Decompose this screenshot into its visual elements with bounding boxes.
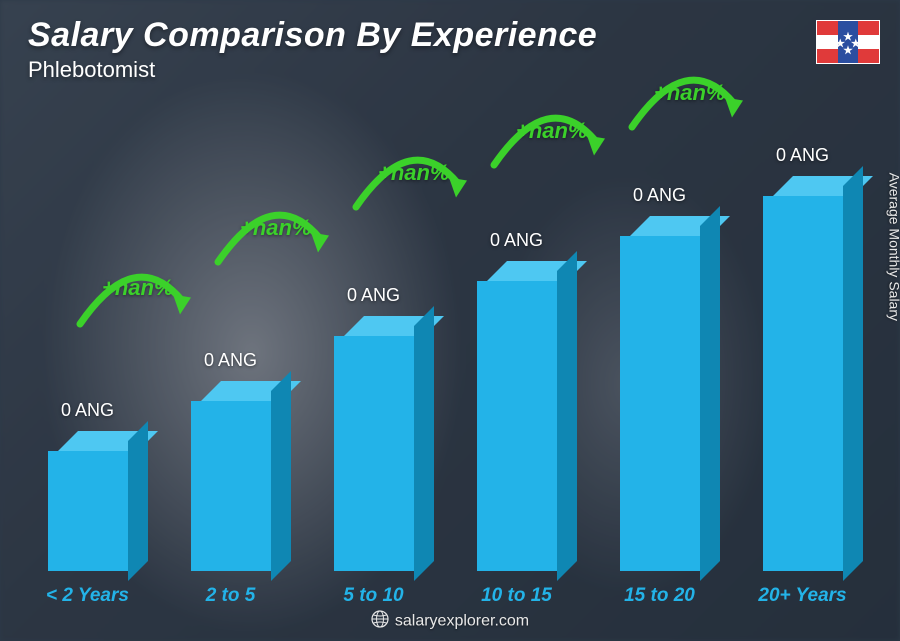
content-layer: Salary Comparison By Experience Phleboto…: [0, 0, 900, 641]
delta-label: +nan%: [240, 215, 312, 241]
title-block: Salary Comparison By Experience Phleboto…: [28, 16, 597, 83]
delta-label: +nan%: [654, 80, 726, 106]
delta-label: +nan%: [516, 118, 588, 144]
bar-column: 0 ANG: [459, 230, 574, 571]
x-axis-label: 20+ Years: [745, 585, 860, 607]
bar-value-label: 0 ANG: [204, 350, 257, 371]
page-subtitle: Phlebotomist: [28, 57, 597, 83]
x-axis-label: 2 to 5: [173, 585, 288, 607]
bar-value-label: 0 ANG: [490, 230, 543, 251]
bar-chart: 0 ANG 0 ANG 0 ANG 0 ANG 0 ANG 0 ANG: [30, 120, 860, 571]
bar-value-label: 0 ANG: [347, 285, 400, 306]
footer-site: salaryexplorer.com: [395, 613, 529, 630]
footer: salaryexplorer.com: [0, 610, 900, 633]
bar: [48, 431, 128, 571]
bar: [763, 176, 843, 571]
bar: [620, 216, 700, 571]
country-flag-icon: [816, 20, 880, 64]
x-axis-label: 10 to 15: [459, 585, 574, 607]
bar-column: 0 ANG: [173, 350, 288, 571]
bar-column: 0 ANG: [316, 285, 431, 571]
globe-icon: [371, 610, 389, 633]
bar-value-label: 0 ANG: [633, 185, 686, 206]
bar: [334, 316, 414, 571]
bar: [477, 261, 557, 571]
delta-label: +nan%: [378, 160, 450, 186]
x-axis-label: 15 to 20: [602, 585, 717, 607]
x-axis-label: < 2 Years: [30, 585, 145, 607]
bar-value-label: 0 ANG: [61, 400, 114, 421]
delta-label: +nan%: [102, 275, 174, 301]
page-title: Salary Comparison By Experience: [28, 16, 597, 55]
bar-value-label: 0 ANG: [776, 145, 829, 166]
x-axis-labels: < 2 Years 2 to 5 5 to 10 10 to 15 15 to 20 20…: [30, 585, 860, 607]
bar: [191, 381, 271, 571]
bar-column: 0 ANG: [745, 145, 860, 571]
x-axis-label: 5 to 10: [316, 585, 431, 607]
y-axis-label: Average Monthly Salary: [886, 172, 900, 320]
bar-column: 0 ANG: [602, 185, 717, 571]
bar-column: 0 ANG: [30, 400, 145, 571]
